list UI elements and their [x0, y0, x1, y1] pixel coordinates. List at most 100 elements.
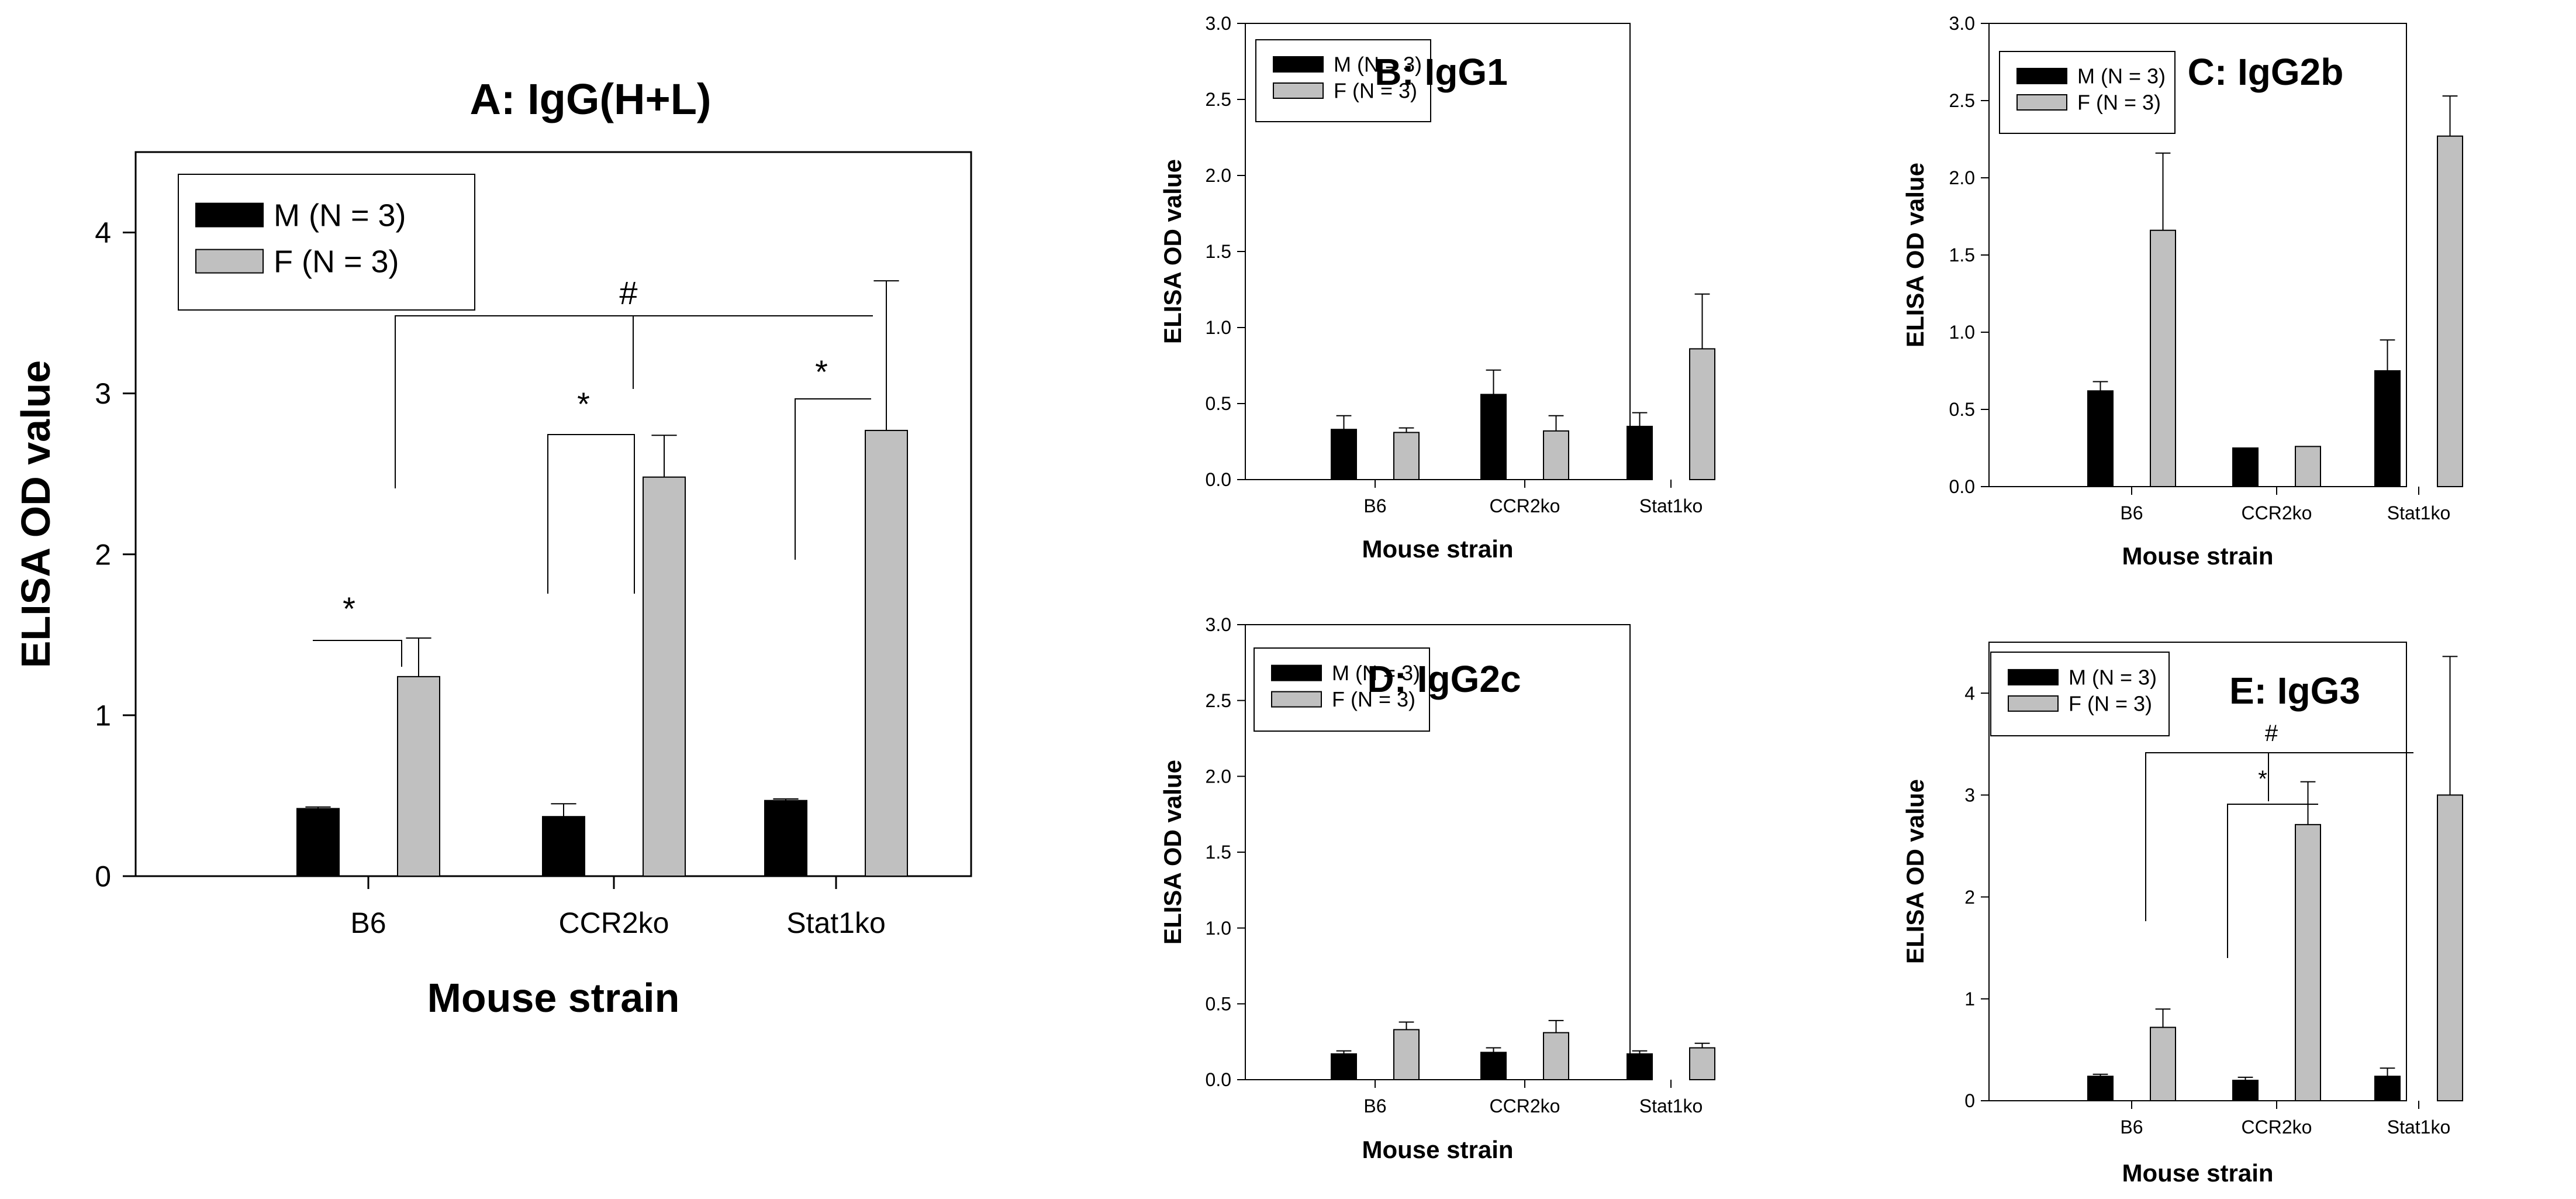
y-tick-label: 2.5 — [1206, 690, 1231, 711]
bar-female-b6 — [2150, 229, 2176, 487]
legend: M (N = 3)F (N = 3) — [1999, 51, 2176, 134]
chart-title: E: IgG3 — [2229, 670, 2360, 712]
legend-swatch-male — [1273, 56, 1324, 73]
legend-swatch-female — [2008, 695, 2059, 712]
chart-title: B: IgG1 — [1375, 51, 1508, 93]
legend-swatch-female — [1271, 691, 1322, 708]
y-tick-label: 1.0 — [1206, 918, 1231, 939]
y-tick-label: 1.0 — [1949, 322, 1975, 343]
bar-male-b6 — [2087, 390, 2114, 487]
legend-label-male: M (N = 3) — [2069, 666, 2157, 690]
bar-male-ccr2ko — [1480, 1052, 1507, 1080]
significance-marker: * — [313, 590, 402, 667]
legend-frame — [1999, 51, 2176, 134]
significance-bracket — [795, 398, 871, 560]
x-tick-label: B6 — [1363, 1095, 1386, 1117]
legend-frame — [1255, 39, 1431, 122]
y-tick-label: 1.0 — [1206, 317, 1231, 338]
legend-label-male: M (N = 3) — [1334, 53, 1422, 77]
x-tick-label: CCR2ko — [1490, 495, 1560, 516]
y-tick-label: 4 — [95, 216, 111, 249]
chart-panel-E: 0 1 2 3 4 B6 CCR2ko Stat1ko M (N = 3)F (N = 3) E:… — [1901, 642, 2463, 1187]
chart-title: C: IgG2b — [2188, 51, 2344, 93]
x-tick-label: Stat1ko — [1639, 495, 1703, 516]
legend-label-female: F (N = 3) — [1332, 687, 1415, 711]
y-axis-title: ELISA OD value — [1901, 779, 1929, 964]
y-tick-label: 2.0 — [1206, 165, 1231, 186]
x-tick-label: Stat1ko — [1639, 1095, 1703, 1117]
bar-male-ccr2ko — [2232, 1080, 2259, 1101]
chart-panel-C: 0.0 0.5 1.0 1.5 2.0 2.5 3.0 B6 CCR2ko Stat1ko M (N… — [1901, 13, 2463, 570]
x-axis-title: Mouse strain — [2122, 542, 2273, 570]
legend-frame — [1990, 652, 2170, 736]
y-tick-label: 3.0 — [1206, 614, 1231, 635]
legend: M (N = 3)F (N = 3) — [178, 174, 475, 311]
bar-male-stat1ko — [2374, 370, 2401, 487]
legend-swatch-male — [2008, 669, 2059, 685]
legend-swatch-female — [195, 249, 264, 274]
bar-male-stat1ko — [2374, 1076, 2401, 1101]
significance-label: * — [343, 590, 355, 627]
bar-female-stat1ko — [865, 429, 908, 877]
chart-panel-B: 0.0 0.5 1.0 1.5 2.0 2.5 3.0 B6 CCR2ko Stat1ko M (N… — [1159, 13, 1715, 563]
chart-title: D: IgG2c — [1367, 658, 1521, 700]
significance-label: # — [619, 274, 637, 311]
y-tick-label: 2.5 — [1206, 89, 1231, 110]
x-tick-label: B6 — [2120, 502, 2143, 523]
legend-label-male: M (N = 3) — [2077, 64, 2166, 88]
legend-label-male: M (N = 3) — [274, 198, 406, 233]
y-tick-label: 3 — [1964, 785, 1975, 806]
y-tick-label: 2.0 — [1949, 167, 1975, 188]
bar-female-ccr2ko — [2295, 824, 2321, 1101]
y-tick-label: 4 — [1964, 683, 1975, 704]
significance-marker: * — [2227, 766, 2318, 958]
y-tick-label: 1.5 — [1206, 842, 1231, 863]
chart-title: A: IgG(H+L) — [469, 75, 711, 123]
bar-female-b6 — [2150, 1026, 2176, 1102]
y-tick-label: 3.0 — [1949, 13, 1975, 34]
y-tick-label: 2 — [1964, 887, 1975, 908]
bar-female-ccr2ko — [643, 476, 686, 877]
significance-marker: * — [795, 353, 871, 560]
legend-frame — [178, 174, 475, 311]
bar-male-ccr2ko — [1480, 394, 1507, 481]
y-tick-label: 2.5 — [1949, 90, 1975, 111]
legend-swatch-female — [1273, 82, 1324, 99]
significance-marker: # — [2145, 721, 2413, 921]
bar-female-ccr2ko — [1543, 430, 1569, 480]
legend-swatch-male — [2016, 68, 2067, 84]
y-axis-title: ELISA OD value — [1159, 159, 1186, 344]
bar-male-b6 — [296, 808, 340, 877]
y-tick-label: 3.0 — [1206, 13, 1231, 34]
significance-bracket — [2227, 804, 2318, 958]
y-tick-label: 0 — [95, 860, 111, 893]
x-tick-label: Stat1ko — [786, 907, 886, 939]
y-tick-label: 1.5 — [1206, 241, 1231, 262]
significance-label: * — [577, 385, 590, 422]
x-tick-label: CCR2ko — [2242, 502, 2312, 523]
significance-bracket — [2145, 752, 2413, 921]
y-tick-label: 3 — [95, 377, 111, 410]
x-axis-title: Mouse strain — [427, 975, 680, 1021]
legend: M (N = 3)F (N = 3) — [1990, 652, 2170, 736]
legend-label-male: M (N = 3) — [1332, 661, 1420, 685]
y-tick-label: 0.0 — [1949, 476, 1975, 497]
x-tick-label: CCR2ko — [559, 907, 669, 939]
significance-label: * — [2258, 766, 2267, 792]
legend: M (N = 3)F (N = 3) — [1255, 39, 1431, 122]
bar-male-b6 — [1331, 429, 1357, 481]
y-tick-label: 0.0 — [1206, 469, 1231, 490]
y-tick-label: 2 — [95, 538, 111, 571]
legend-label-female: F (N = 3) — [1334, 79, 1417, 103]
bar-male-ccr2ko — [542, 816, 585, 877]
chart-panel-A: 0 1 2 3 4 B6 CCR2ko Stat1ko M (N = 3) F (N = 3) A:… — [13, 75, 972, 1021]
x-tick-label: B6 — [350, 907, 386, 939]
significance-label: * — [815, 353, 828, 390]
significance-bracket — [313, 640, 402, 667]
bar-female-stat1ko — [1689, 348, 1715, 481]
y-axis-title: ELISA OD value — [13, 360, 58, 668]
significance-bracket — [547, 434, 635, 594]
bar-male-b6 — [1331, 1053, 1357, 1080]
plot-frame — [1988, 642, 2407, 1101]
